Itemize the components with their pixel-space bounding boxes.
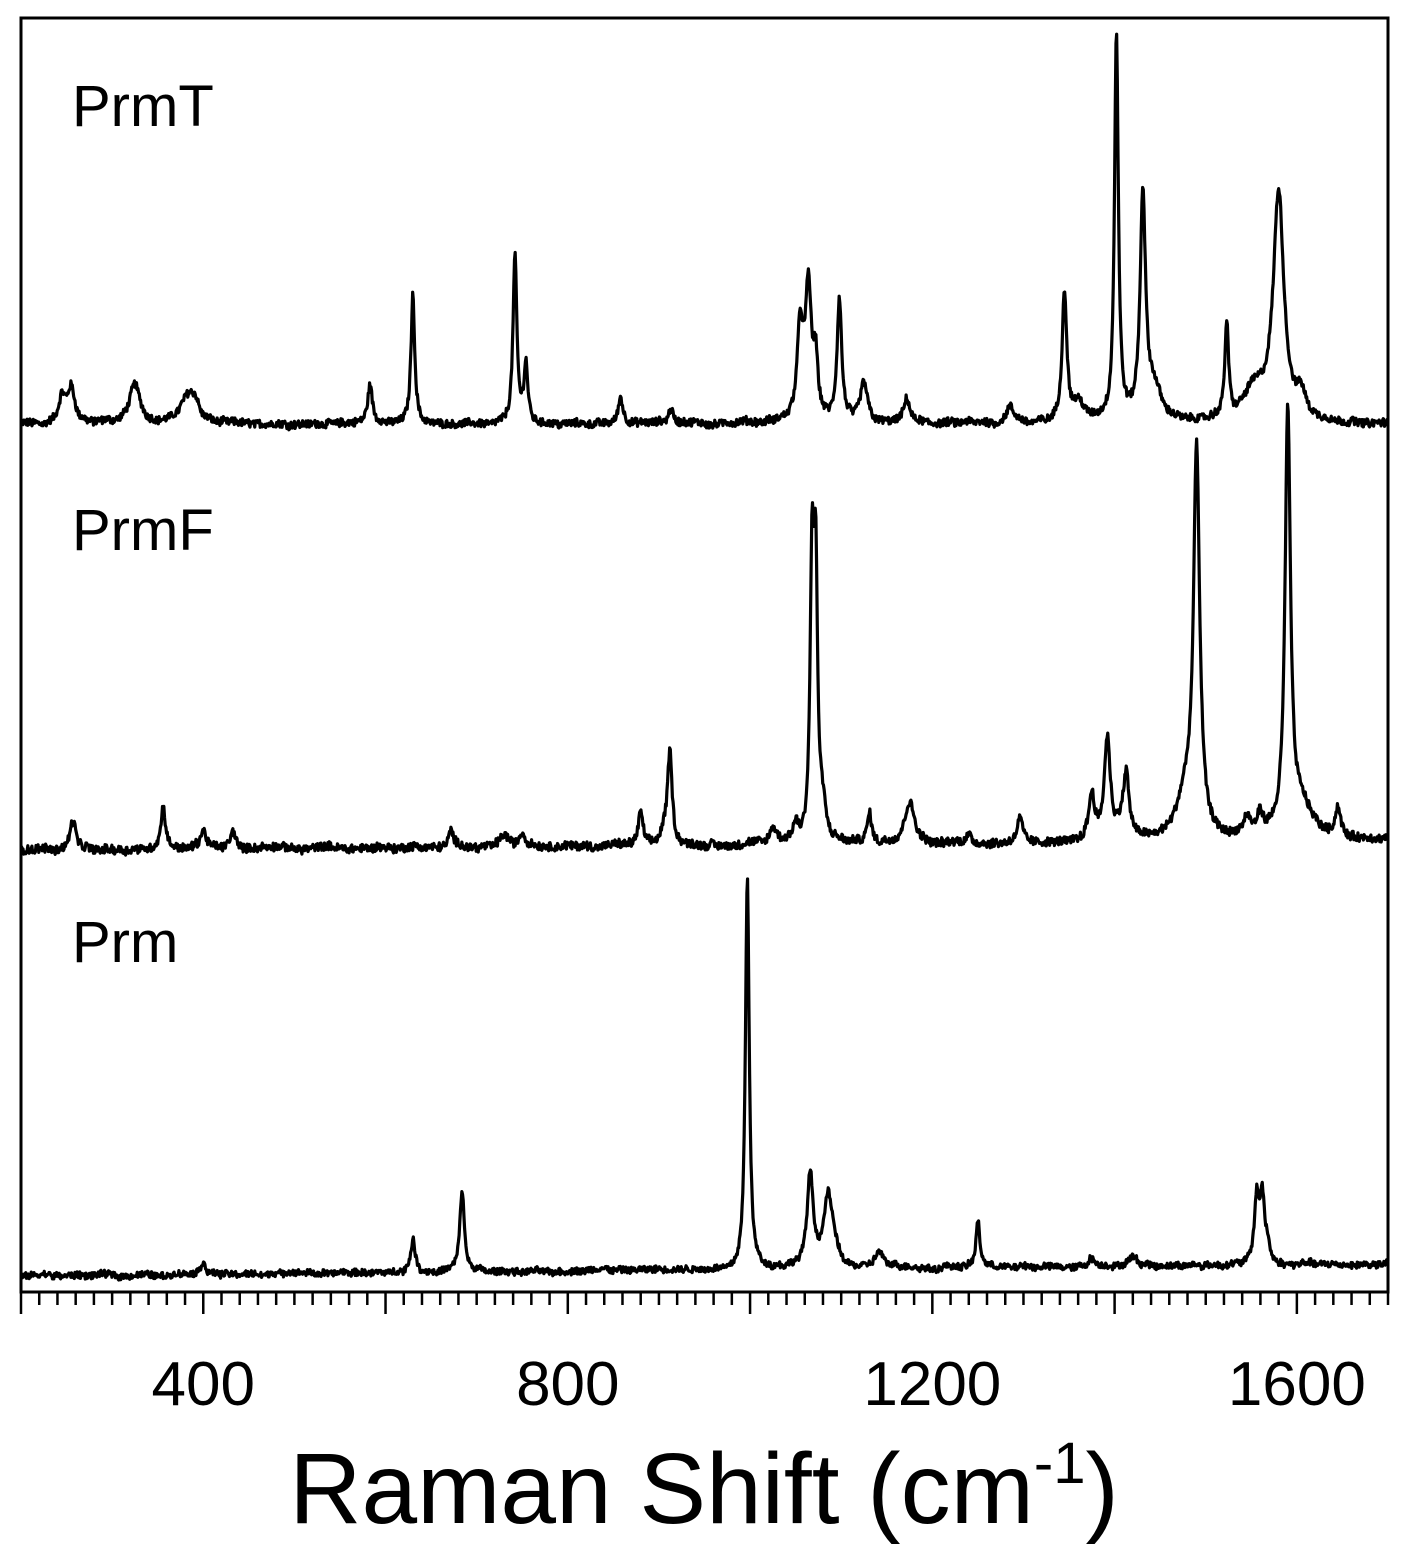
- spectrum-prm: [19, 877, 1390, 1282]
- plot-frame: [19, 16, 1390, 1294]
- series-label-prm: Prm: [72, 910, 178, 975]
- x-axis-title-main: Raman Shift (cm: [289, 1433, 1034, 1545]
- x-tick-label: 1600: [1228, 1350, 1366, 1419]
- x-axis-title-close: ): [1085, 1433, 1118, 1545]
- x-tick-label: 1200: [863, 1350, 1001, 1419]
- x-axis-title: Raman Shift (cm-1): [289, 1431, 1119, 1545]
- spectra-traces: [19, 32, 1390, 1282]
- x-axis-ticks: [19, 1292, 1390, 1314]
- spectrum-prmt: [19, 32, 1390, 432]
- x-axis-tick-labels: 400 800 1200 1600: [152, 1350, 1366, 1419]
- series-label-prmt: PrmT: [72, 74, 214, 139]
- x-tick-label: 800: [516, 1350, 619, 1419]
- x-axis-title-superscript: -1: [1034, 1431, 1086, 1496]
- x-tick-label: 400: [152, 1350, 255, 1419]
- spectrum-prmf: [19, 402, 1390, 857]
- series-label-prmf: PrmF: [72, 498, 214, 563]
